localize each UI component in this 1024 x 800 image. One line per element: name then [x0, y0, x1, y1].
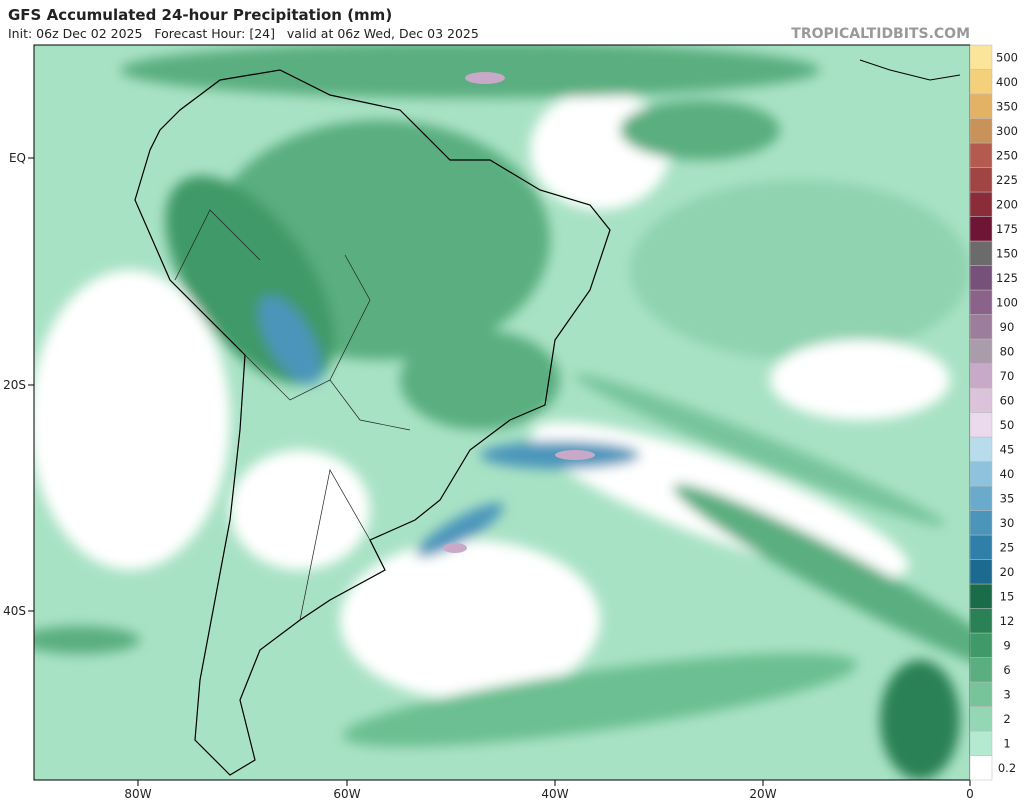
colorbar-label: 350 [996, 99, 1018, 113]
colorbar-label: 45 [1000, 442, 1015, 456]
colorbar-cell [969, 289, 993, 315]
colorbar-label: 175 [996, 222, 1018, 236]
lon-label: 0 [966, 787, 974, 800]
colorbar-cell [969, 191, 993, 217]
colorbar-cell [969, 657, 993, 683]
colorbar-cell [969, 412, 993, 438]
colorbar-label: 50 [1000, 418, 1015, 432]
colorbar-cell [969, 240, 993, 266]
colorbar-label: 6 [1003, 663, 1010, 677]
colorbar-label: 90 [1000, 320, 1015, 334]
lon-label: 20W [749, 787, 776, 800]
subtitle: Init: 06z Dec 02 2025 Forecast Hour: [24… [8, 26, 479, 41]
colorbar-label: 125 [996, 271, 1018, 285]
colorbar-cell [969, 265, 993, 291]
colorbar-cell [969, 363, 993, 389]
colorbar-label: 25 [1000, 540, 1015, 554]
colorbar-label: 1 [1003, 736, 1010, 750]
colorbar-label: 35 [1000, 491, 1015, 505]
colorbar-label: 9 [1003, 638, 1010, 652]
colorbar-label: 30 [1000, 516, 1015, 530]
lon-label: 40W [541, 787, 568, 800]
colorbar-label: 500 [996, 50, 1018, 64]
colorbar-cell [969, 44, 993, 70]
lon-label: 80W [124, 787, 151, 800]
precip-field [34, 45, 970, 780]
colorbar-cell [969, 69, 993, 95]
colorbar-label: 250 [996, 148, 1018, 162]
colorbar-label: 20 [1000, 565, 1015, 579]
colorbar-label: 100 [996, 295, 1018, 309]
colorbar-cell [969, 216, 993, 242]
colorbar-label: 400 [996, 75, 1018, 89]
colorbar-cell [969, 314, 993, 340]
colorbar-cell [969, 534, 993, 560]
colorbar-label: 12 [1000, 614, 1015, 628]
colorbar-cell [969, 93, 993, 119]
colorbar-cell [969, 559, 993, 585]
colorbar-label: 3 [1003, 687, 1010, 701]
colorbar-cell [969, 632, 993, 658]
colorbar-cell [969, 167, 993, 193]
colorbar-label: 15 [1000, 589, 1015, 603]
colorbar-cell [969, 387, 993, 413]
colorbar-cell [969, 461, 993, 487]
colorbar-label: 40 [1000, 467, 1015, 481]
colorbar-label: 300 [996, 124, 1018, 138]
colorbar-label: 80 [1000, 344, 1015, 358]
colorbar-cell [969, 583, 993, 609]
colorbar-cell [969, 338, 993, 364]
colorbar-cell [969, 510, 993, 536]
colorbar-cell [969, 755, 993, 781]
colorbar-label: 70 [1000, 369, 1015, 383]
colorbar-label: 150 [996, 246, 1018, 260]
colorbar-label: 2 [1003, 712, 1010, 726]
source: TROPICALTIDBITS.COM [791, 26, 970, 42]
lat-label: 20S [3, 378, 26, 392]
colorbar-cell [969, 706, 993, 732]
lat-label: EQ [9, 151, 26, 165]
colorbar-cell [969, 485, 993, 511]
colorbar-label: 0.2 [998, 761, 1016, 775]
colorbar-cell [969, 436, 993, 462]
colorbar-label: 225 [996, 173, 1018, 187]
lon-label: 60W [333, 787, 360, 800]
colorbar-label: 200 [996, 197, 1018, 211]
colorbar-cell [969, 142, 993, 168]
lat-label: 40S [3, 604, 26, 618]
colorbar-cell [969, 608, 993, 634]
title: GFS Accumulated 24-hour Precipitation (m… [8, 6, 392, 24]
colorbar-cell [969, 730, 993, 756]
colorbar-cell [969, 118, 993, 144]
colorbar-cell [969, 681, 993, 707]
colorbar-label: 60 [1000, 393, 1015, 407]
